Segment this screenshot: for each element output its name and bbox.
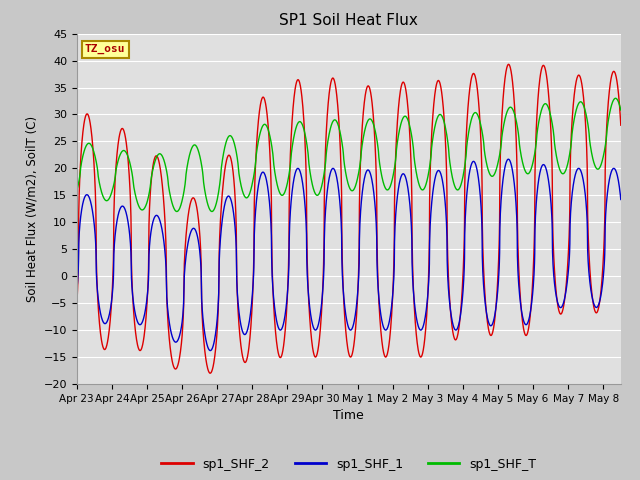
sp1_SHF_1 xyxy=(431,180,438,185)
sp1_SHF_T xyxy=(352,181,360,187)
sp1_SHF_1 xyxy=(504,156,512,162)
Title: SP1 Soil Heat Flux: SP1 Soil Heat Flux xyxy=(280,13,418,28)
sp1_SHF_T xyxy=(534,128,541,133)
Y-axis label: Soil Heat Flux (W/m2), SoilT (C): Soil Heat Flux (W/m2), SoilT (C) xyxy=(25,116,38,302)
sp1_SHF_1 xyxy=(105,314,113,320)
sp1_SHF_T xyxy=(414,177,422,182)
Text: TZ_osu: TZ_osu xyxy=(85,44,125,54)
sp1_SHF_1 xyxy=(352,307,360,313)
sp1_SHF_2 xyxy=(505,61,513,67)
sp1_SHF_T xyxy=(431,127,438,132)
sp1_SHF_1 xyxy=(207,348,214,353)
sp1_SHF_T xyxy=(208,209,216,215)
sp1_SHF_T xyxy=(612,96,620,101)
Line: sp1_SHF_1: sp1_SHF_1 xyxy=(77,159,621,350)
sp1_SHF_2 xyxy=(414,344,422,349)
sp1_SHF_2 xyxy=(534,100,541,106)
sp1_SHF_T xyxy=(105,196,113,202)
sp1_SHF_2 xyxy=(73,303,81,309)
X-axis label: Time: Time xyxy=(333,409,364,422)
sp1_SHF_T xyxy=(73,188,81,193)
sp1_SHF_1 xyxy=(414,321,422,327)
sp1_SHF_1 xyxy=(73,288,81,293)
sp1_SHF_2 xyxy=(206,371,214,376)
sp1_SHF_2 xyxy=(431,96,438,102)
sp1_SHF_T xyxy=(617,107,625,113)
sp1_SHF_2 xyxy=(105,331,113,337)
sp1_SHF_1 xyxy=(534,185,541,191)
Line: sp1_SHF_2: sp1_SHF_2 xyxy=(77,64,621,373)
sp1_SHF_1 xyxy=(598,284,606,289)
Legend: sp1_SHF_2, sp1_SHF_1, sp1_SHF_T: sp1_SHF_2, sp1_SHF_1, sp1_SHF_T xyxy=(156,453,541,476)
sp1_SHF_2 xyxy=(617,122,625,128)
sp1_SHF_1 xyxy=(617,197,625,203)
sp1_SHF_T xyxy=(598,159,606,165)
Line: sp1_SHF_T: sp1_SHF_T xyxy=(77,98,621,212)
sp1_SHF_2 xyxy=(598,273,606,278)
sp1_SHF_2 xyxy=(352,320,360,326)
